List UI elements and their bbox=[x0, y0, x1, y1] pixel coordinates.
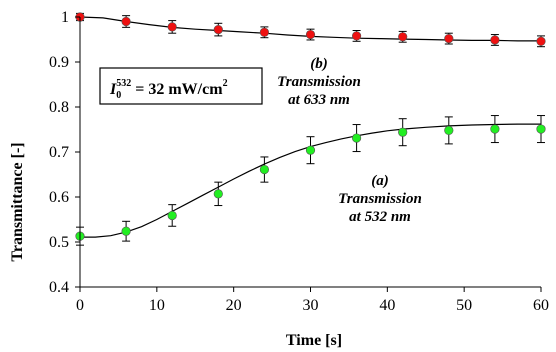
intensity-symbol: I bbox=[109, 81, 117, 98]
annotation-a-letter: (a) bbox=[371, 173, 389, 189]
data-point bbox=[352, 31, 362, 41]
annotation-b-line2: at 633 nm bbox=[288, 92, 350, 108]
y-tick-label: 0.5 bbox=[49, 234, 69, 251]
series-a-532nm bbox=[75, 115, 546, 246]
data-point bbox=[490, 35, 500, 45]
annotation-b-line1: Transmission bbox=[277, 74, 361, 90]
series-b-633nm bbox=[75, 12, 546, 48]
intensity-subscript: 0 bbox=[116, 90, 121, 101]
x-tick-label: 0 bbox=[76, 297, 84, 314]
annotation-a-line2: at 532 nm bbox=[349, 209, 411, 225]
x-axis-title: Time [s] bbox=[286, 332, 342, 349]
x-tick-label: 30 bbox=[303, 297, 319, 314]
data-point bbox=[398, 127, 408, 137]
data-point bbox=[213, 24, 223, 35]
data-point bbox=[213, 189, 223, 199]
annotation-b-letter: (b) bbox=[310, 56, 328, 72]
data-point bbox=[167, 22, 177, 32]
data-point bbox=[490, 124, 500, 134]
y-tick-label: 0.4 bbox=[49, 279, 69, 296]
data-point bbox=[167, 210, 177, 221]
intensity-unit-exponent: 2 bbox=[223, 78, 228, 89]
data-point bbox=[352, 133, 362, 143]
data-point bbox=[536, 36, 546, 46]
fit-curve bbox=[80, 123, 541, 238]
data-point bbox=[259, 27, 270, 37]
data-point bbox=[444, 33, 454, 44]
x-tick-label: 60 bbox=[533, 297, 549, 314]
data-point bbox=[305, 29, 316, 40]
intensity-value: = 32 mW/cm bbox=[131, 81, 223, 98]
y-tick-label: 0.9 bbox=[49, 54, 69, 71]
annotation-series-a: (a) Transmission at 532 nm bbox=[338, 173, 422, 225]
data-point bbox=[121, 16, 131, 27]
data-point bbox=[536, 124, 546, 134]
intensity-superscript: 532 bbox=[116, 78, 131, 89]
annotation-a-line1: Transmission bbox=[338, 191, 422, 207]
data-point bbox=[305, 145, 316, 155]
x-tick-label: 50 bbox=[456, 297, 472, 314]
x-tick-label: 40 bbox=[379, 297, 395, 314]
annotation-series-b: (b) Transmission at 633 nm bbox=[277, 56, 361, 108]
data-point bbox=[259, 164, 270, 175]
axes: 0 10 20 30 40 50 600.40.50.60.70.80.91 bbox=[49, 9, 549, 314]
intensity-legend-box: I0532 = 32 mW/cm2 bbox=[99, 67, 263, 105]
data-point bbox=[398, 32, 408, 42]
y-tick-label: 0.6 bbox=[49, 189, 69, 206]
y-tick-label: 0.8 bbox=[49, 99, 69, 116]
data-point bbox=[121, 226, 131, 236]
y-axis-title: Transmittance [-] bbox=[9, 142, 26, 261]
y-tick-label: 0.7 bbox=[49, 144, 69, 161]
data-point bbox=[444, 125, 454, 135]
plot-area bbox=[75, 12, 546, 246]
y-tick-label: 1 bbox=[61, 9, 69, 26]
intensity-label: I0532 = 32 mW/cm2 bbox=[109, 78, 228, 101]
intensity-box-frame bbox=[99, 67, 263, 105]
x-tick-label: 20 bbox=[226, 297, 242, 314]
x-tick-label: 10 bbox=[149, 297, 165, 314]
